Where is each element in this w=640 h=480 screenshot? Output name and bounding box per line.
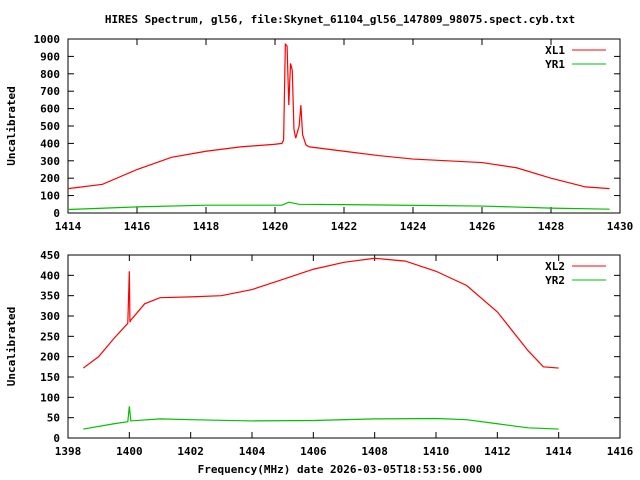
series-XL1 [67,42,610,190]
y-axis-label: Uncalibrated [5,86,18,165]
y-tick-label: 200 [40,172,60,185]
x-tick-label: 1398 [55,445,82,458]
y-tick-label: 1000 [34,33,61,46]
y-tick-label: 0 [53,432,60,445]
x-tick-label: 1422 [331,220,358,233]
y-tick-label: 400 [40,137,60,150]
x-tick-label: 1416 [607,445,634,458]
y-tick-label: 350 [40,290,60,303]
x-tick-label: 1418 [193,220,220,233]
y-tick-label: 0 [53,207,60,220]
plot-frame [67,254,621,439]
legend-label-XL1: XL1 [545,44,565,57]
y-tick-label: 600 [40,103,60,116]
y-tick-label: 400 [40,269,60,282]
x-tick-label: 1404 [239,445,266,458]
x-tick-label: 1412 [484,445,511,458]
x-tick-label: 1416 [124,220,151,233]
plot-2: 1398 1400 1402 1404 1406 1408 1410 1412 1414 1416… [5,249,634,476]
x-tick-label: 1414 [55,220,82,233]
y-tick-label: 200 [40,351,60,364]
x-tick-label: 1420 [262,220,289,233]
x-axis-label: Frequency(MHz) date 2026-03-05T18:53:56.… [198,463,483,476]
y-tick-label: 300 [40,310,60,323]
x-tick-label: 1414 [545,445,572,458]
x-tick-label: 1426 [469,220,496,233]
plot-1: HIRES Spectrum, gl56, file:Skynet_61104_… [5,13,633,233]
x-tick-label: 1424 [400,220,427,233]
series-XL2 [82,257,559,369]
y-tick-label: 250 [40,330,60,343]
legend-label-YR2: YR2 [545,274,565,287]
y-tick-label: 450 [40,249,60,262]
y-tick-label: 50 [47,412,60,425]
x-tick-label: 1410 [423,445,450,458]
y-tick-label: 100 [40,190,60,203]
x-tick-label: 1430 [607,220,634,233]
y-tick-label: 300 [40,155,60,168]
legend-label-YR1: YR1 [545,58,565,71]
y-tick-label: 800 [40,68,60,81]
y-tick-label: 150 [40,371,60,384]
y-tick-label: 700 [40,85,60,98]
y-tick-label: 500 [40,120,60,133]
y-tick-label: 100 [40,391,60,404]
x-tick-label: 1406 [300,445,327,458]
series-YR1 [67,201,610,211]
y-tick-label: 900 [40,50,60,63]
y-axis-label: Uncalibrated [5,307,18,386]
plot-frame [67,38,621,214]
x-tick-label: 1400 [116,445,143,458]
chart-title: HIRES Spectrum, gl56, file:Skynet_61104_… [105,13,575,26]
x-tick-label: 1402 [177,445,204,458]
x-tick-label: 1408 [361,445,388,458]
x-tick-label: 1428 [538,220,565,233]
series-YR2 [83,406,559,430]
legend-label-XL2: XL2 [545,260,565,273]
